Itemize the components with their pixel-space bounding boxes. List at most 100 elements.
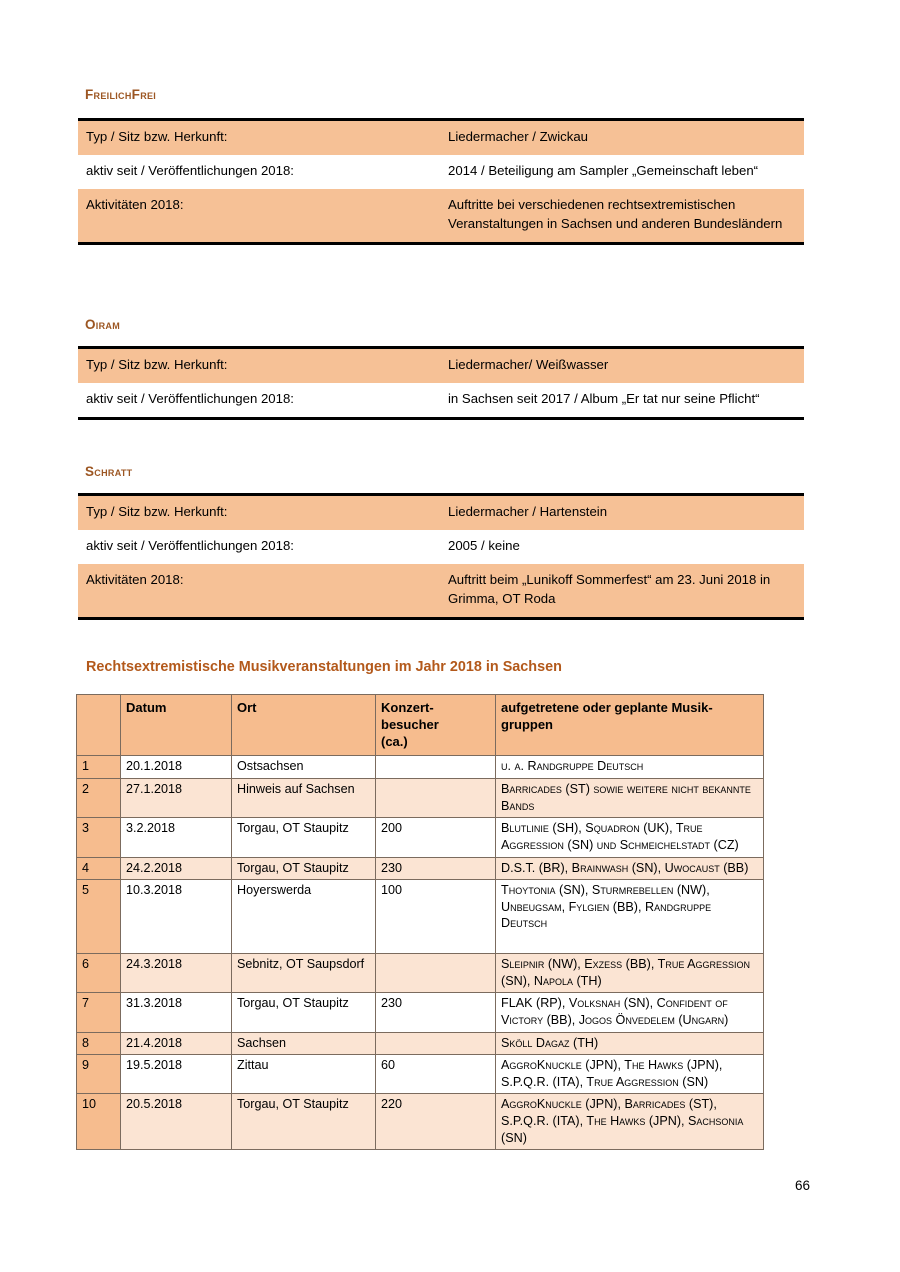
- cell-bands: D.S.T. (BR), Brainwash (SN), Uwocaust (B…: [495, 856, 764, 881]
- cell-number: 4: [76, 856, 121, 881]
- col-header-visitors-line3: (ca.): [381, 734, 408, 750]
- cell-date: 10.3.2018: [120, 879, 232, 955]
- cell-date: 31.3.2018: [120, 992, 232, 1033]
- info-row: aktiv seit / Veröffentlichungen 2018: 20…: [78, 155, 804, 190]
- col-header-visitors-line1: Konzert-: [381, 700, 434, 715]
- info-row: Typ / Sitz bzw. Herkunft: Liedermacher /…: [78, 494, 804, 531]
- band-info-table-schratt: Typ / Sitz bzw. Herkunft: Liedermacher /…: [78, 493, 804, 620]
- cell-place: Torgau, OT Staupitz: [231, 992, 376, 1033]
- cell-date: 24.2.2018: [120, 856, 232, 881]
- page-number: 66: [794, 1178, 810, 1193]
- table-row: 7 31.3.2018 Torgau, OT Staupitz 230 FLAK…: [76, 992, 764, 1033]
- cell-visitors: 230: [375, 856, 496, 881]
- col-header-visitors: Konzert-besucher (ca.): [375, 693, 496, 757]
- cell-number: 6: [76, 953, 121, 994]
- events-table-body: 1 20.1.2018 Ostsachsen u. a. Randgruppe …: [76, 755, 764, 1151]
- cell-bands: AggroKnuckle (JPN), Barricades (ST), S.P…: [495, 1093, 764, 1151]
- table-row: 2 27.1.2018 Hinweis auf Sachsen Barricad…: [76, 778, 764, 819]
- cell-visitors: 100: [375, 879, 496, 955]
- info-row: Aktivitäten 2018: Auftritte bei verschie…: [78, 189, 804, 244]
- cell-date: 19.5.2018: [120, 1054, 232, 1095]
- cell-bands: Sleipnir (NW), Exzess (BB), True Aggress…: [495, 953, 764, 994]
- cell-date: 24.3.2018: [120, 953, 232, 994]
- cell-place: Torgau, OT Staupitz: [231, 1093, 376, 1151]
- table-row: 10 20.5.2018 Torgau, OT Staupitz 220 Agg…: [76, 1093, 764, 1151]
- info-row: Aktivitäten 2018: Auftritt beim „Lunikof…: [78, 564, 804, 619]
- info-label: Aktivitäten 2018:: [78, 189, 440, 244]
- table-row: 1 20.1.2018 Ostsachsen u. a. Randgruppe …: [76, 755, 764, 780]
- info-row: aktiv seit / Veröffentlichungen 2018: 20…: [78, 530, 804, 565]
- info-value: Auftritte bei verschiedenen rechtsextrem…: [440, 189, 804, 244]
- info-row: aktiv seit / Veröffentlichungen 2018: in…: [78, 383, 804, 419]
- table-row: 3 3.2.2018 Torgau, OT Staupitz 200 Blutl…: [76, 817, 764, 858]
- info-label: Aktivitäten 2018:: [78, 564, 440, 619]
- cell-bands: Sköll Dagaz (TH): [495, 1031, 764, 1056]
- col-header-number: [76, 693, 121, 757]
- cell-visitors: 220: [375, 1093, 496, 1151]
- band-info-table-freilichfrei: Typ / Sitz bzw. Herkunft: Liedermacher /…: [78, 118, 804, 245]
- info-row: Typ / Sitz bzw. Herkunft: Liedermacher/ …: [78, 347, 804, 384]
- col-header-place: Ort: [231, 693, 376, 757]
- col-header-bands-line1: aufgetretene oder geplante Musik-: [501, 700, 713, 715]
- cell-place: Hinweis auf Sachsen: [231, 778, 376, 819]
- col-header-date: Datum: [120, 693, 232, 757]
- cell-visitors: [375, 953, 496, 994]
- cell-number: 1: [76, 755, 121, 780]
- band-info-table-oiram: Typ / Sitz bzw. Herkunft: Liedermacher/ …: [78, 346, 804, 421]
- cell-bands: FLAK (RP), Volksnah (SN), Confident of V…: [495, 992, 764, 1033]
- table-row: 9 19.5.2018 Zittau 60 AggroKnuckle (JPN)…: [76, 1054, 764, 1095]
- cell-date: 3.2.2018: [120, 817, 232, 858]
- cell-place: Torgau, OT Staupitz: [231, 817, 376, 858]
- info-value: in Sachsen seit 2017 / Album „Er tat nur…: [440, 383, 804, 419]
- info-label: aktiv seit / Veröffentlichungen 2018:: [78, 383, 440, 419]
- cell-place: Torgau, OT Staupitz: [231, 856, 376, 881]
- cell-visitors: 230: [375, 992, 496, 1033]
- cell-date: 27.1.2018: [120, 778, 232, 819]
- table-row: 8 21.4.2018 Sachsen Sköll Dagaz (TH): [76, 1031, 764, 1056]
- col-header-bands: aufgetretene oder geplante Musik- gruppe…: [495, 693, 764, 757]
- cell-place: Hoyerswerda: [231, 879, 376, 955]
- cell-bands: Thoytonia (SN), Sturmrebellen (NW), Unbe…: [495, 879, 764, 955]
- cell-number: 3: [76, 817, 121, 858]
- cell-number: 9: [76, 1054, 121, 1095]
- table-row: 6 24.3.2018 Sebnitz, OT Saupsdorf Sleipn…: [76, 953, 764, 994]
- col-header-visitors-line2: besucher: [381, 717, 439, 733]
- info-label: Typ / Sitz bzw. Herkunft:: [78, 119, 440, 156]
- table-row: 5 10.3.2018 Hoyerswerda 100 Thoytonia (S…: [76, 879, 764, 955]
- cell-visitors: 200: [375, 817, 496, 858]
- band-heading-freilichfrei: FreilichFrei: [85, 87, 157, 102]
- cell-visitors: [375, 778, 496, 819]
- cell-date: 20.1.2018: [120, 755, 232, 780]
- band-heading-schratt: Schratt: [85, 464, 133, 479]
- cell-place: Zittau: [231, 1054, 376, 1095]
- events-table-header-row: Datum Ort Konzert-besucher (ca.) aufgetre…: [76, 693, 764, 757]
- cell-number: 7: [76, 992, 121, 1033]
- cell-bands: Blutlinie (SH), Squadron (UK), True Aggr…: [495, 817, 764, 858]
- info-value: 2014 / Beteiligung am Sampler „Gemeinsch…: [440, 155, 804, 190]
- cell-bands: u. a. Randgruppe Deutsch: [495, 755, 764, 780]
- cell-place: Sachsen: [231, 1031, 376, 1056]
- cell-visitors: [375, 1031, 496, 1056]
- info-label: Typ / Sitz bzw. Herkunft:: [78, 347, 440, 384]
- info-value: Liedermacher/ Weißwasser: [440, 347, 804, 384]
- info-value: 2005 / keine: [440, 530, 804, 565]
- events-section-title: Rechtsextremistische Musikveranstaltunge…: [86, 659, 562, 675]
- info-label: aktiv seit / Veröffentlichungen 2018:: [78, 530, 440, 565]
- cell-bands: AggroKnuckle (JPN), The Hawks (JPN), S.P…: [495, 1054, 764, 1095]
- info-value: Liedermacher / Hartenstein: [440, 494, 804, 531]
- events-table: Datum Ort Konzert-besucher (ca.) aufgetre…: [76, 693, 764, 1151]
- info-label: Typ / Sitz bzw. Herkunft:: [78, 494, 440, 531]
- info-value: Auftritt beim „Lunikoff Sommerfest“ am 2…: [440, 564, 804, 619]
- cell-number: 8: [76, 1031, 121, 1056]
- cell-date: 21.4.2018: [120, 1031, 232, 1056]
- cell-number: 10: [76, 1093, 121, 1151]
- cell-visitors: [375, 755, 496, 780]
- cell-place: Sebnitz, OT Saupsdorf: [231, 953, 376, 994]
- cell-place: Ostsachsen: [231, 755, 376, 780]
- cell-date: 20.5.2018: [120, 1093, 232, 1151]
- info-value: Liedermacher / Zwickau: [440, 119, 804, 156]
- info-row: Typ / Sitz bzw. Herkunft: Liedermacher /…: [78, 119, 804, 156]
- cell-number: 5: [76, 879, 121, 955]
- band-heading-oiram: Oiram: [85, 317, 120, 332]
